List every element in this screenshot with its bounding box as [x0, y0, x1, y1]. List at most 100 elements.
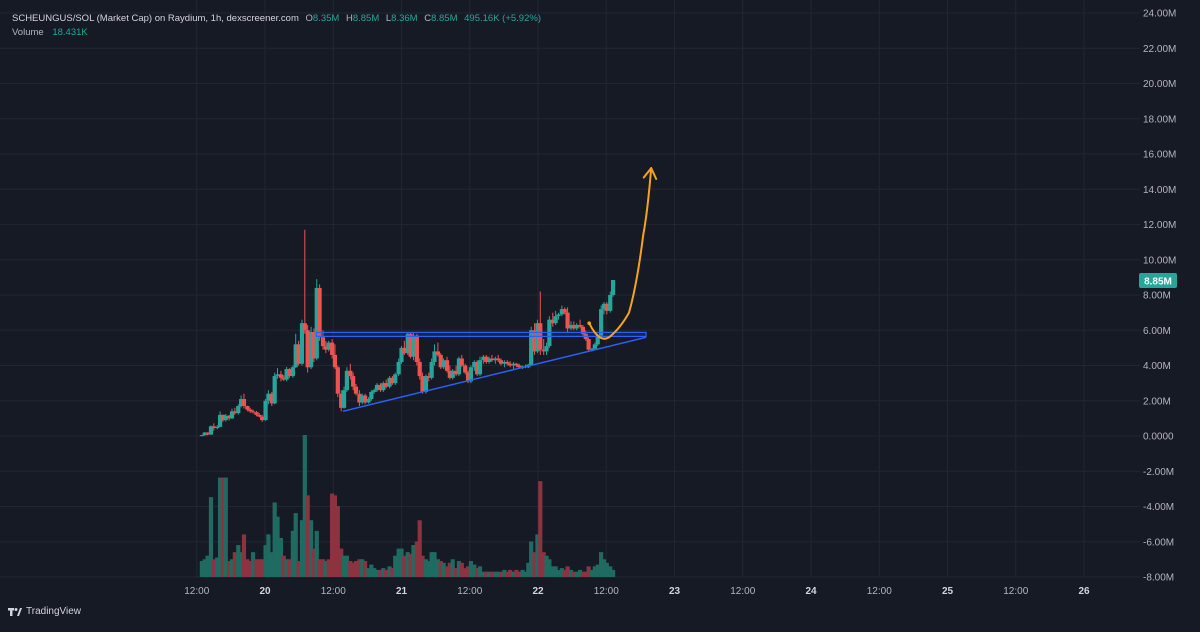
candle [475, 360, 480, 377]
candle-body [302, 323, 307, 331]
volume-bar [408, 553, 413, 577]
candle-body [205, 432, 210, 435]
volume-bar [348, 561, 353, 577]
candle [223, 413, 228, 422]
candle [372, 388, 377, 394]
candle-body [505, 361, 510, 364]
brand-name: TradingView [26, 606, 82, 617]
candle [360, 393, 365, 405]
candle [472, 360, 477, 371]
candle-body [335, 367, 340, 394]
volume-bar [562, 569, 567, 577]
volume-bar [284, 559, 289, 577]
volume-bar [320, 559, 326, 577]
volume-bar [532, 552, 537, 577]
volume-bar [599, 552, 604, 577]
volume-bar [498, 571, 504, 577]
candle [236, 404, 241, 415]
candle [232, 407, 237, 415]
candle-body [568, 324, 574, 329]
candle [601, 302, 607, 315]
candle-body [278, 374, 284, 378]
x-tick-label: 12:00 [594, 586, 619, 597]
volume-bar [326, 559, 331, 577]
candle-body [314, 287, 319, 359]
volume-label: Volume [12, 27, 44, 38]
candle [498, 358, 504, 366]
volume-bar [335, 506, 340, 577]
candle-body [348, 370, 353, 377]
volume-bar [595, 564, 600, 577]
candle [260, 414, 265, 422]
candle [486, 356, 492, 364]
candle [429, 358, 434, 380]
x-tick-label: 12:00 [321, 586, 346, 597]
candle-body [317, 287, 322, 338]
candle-body [293, 344, 298, 368]
x-tick-label: 20 [259, 586, 271, 597]
volume-bar [272, 502, 277, 577]
x-tick-label: 12:00 [730, 586, 755, 597]
volume-bar [565, 566, 570, 577]
tradingview-brand[interactable]: TradingView [8, 606, 81, 617]
volume-bar [489, 571, 495, 577]
candle-body [417, 361, 422, 377]
candle-body [208, 426, 214, 435]
volume-bar [550, 566, 555, 577]
price-axis[interactable]: 24.00M 22.00M 20.00M 18.00M 16.00M 14.00M 12.0… [1143, 9, 1176, 584]
volume-bar [220, 477, 226, 577]
volume-bar [571, 571, 576, 577]
volume-bar [608, 566, 613, 577]
candle [532, 323, 537, 355]
candle-body [459, 358, 464, 366]
volume-bar [378, 569, 383, 577]
volume-bar [447, 562, 452, 577]
candle-body [599, 309, 604, 336]
drawings [315, 167, 658, 413]
volume-bar [450, 559, 455, 577]
candle-body [272, 376, 277, 404]
volume-bar [314, 530, 319, 577]
candle-body [260, 416, 265, 421]
candle-body [595, 335, 600, 345]
candle-body [565, 312, 570, 329]
candle-body [496, 358, 501, 361]
candle [444, 356, 450, 373]
candle-body [517, 365, 522, 368]
candle-body [508, 363, 513, 366]
volume-bar [332, 495, 338, 577]
candles [199, 229, 616, 437]
candle [275, 368, 280, 379]
volume-bar [477, 566, 483, 577]
y-tick-label: -2.00M [1143, 467, 1174, 478]
volume-bar [559, 568, 564, 577]
volume-bar [248, 561, 253, 577]
x-tick-label: 21 [396, 586, 408, 597]
candle-body [281, 377, 286, 380]
resistance-band [315, 331, 647, 338]
x-tick-label: 12:00 [184, 586, 209, 597]
volume-bar [393, 555, 398, 577]
time-axis[interactable]: 12:00 20 12:00 21 12:00 22 12:00 23 12:00 24 12:00… [184, 586, 1090, 597]
candle-body [220, 414, 226, 421]
candle-body [287, 369, 292, 377]
y-tick-label: 4.00M [1143, 361, 1171, 372]
candle-body [353, 386, 359, 394]
volume-bar [583, 571, 588, 577]
candle-body [372, 390, 377, 392]
candle [332, 344, 338, 370]
candle-body [269, 393, 274, 404]
x-tick-label: 22 [532, 586, 544, 597]
candle [541, 339, 546, 355]
candle [399, 346, 404, 364]
candle [571, 321, 576, 331]
volume-bar [547, 559, 552, 577]
candle-body [405, 333, 410, 354]
candle-body [589, 348, 595, 350]
candle [529, 326, 534, 366]
volume-bar [601, 559, 607, 577]
volume-bar [553, 566, 558, 577]
volume-bar [254, 559, 259, 577]
